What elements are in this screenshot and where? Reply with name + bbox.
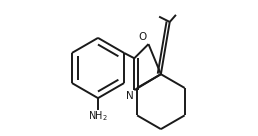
Text: O: O	[139, 32, 147, 42]
Text: NH$_2$: NH$_2$	[88, 110, 108, 123]
Text: N: N	[126, 91, 133, 101]
